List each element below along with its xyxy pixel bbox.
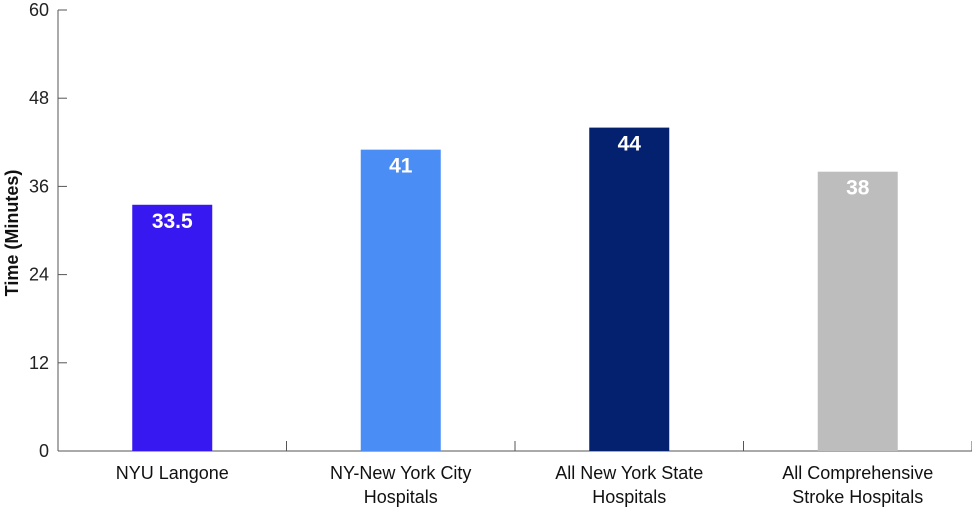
bar (589, 127, 670, 451)
x-category-label: NYU Langone (116, 463, 229, 483)
bar-value-label: 38 (846, 177, 870, 200)
y-tick-label: 0 (39, 441, 49, 461)
x-category-label: NY-New York City (330, 463, 471, 483)
y-axis-title-group: Time (Minutes) (2, 170, 22, 297)
x-category-label: Hospitals (592, 487, 666, 507)
x-category-label: Hospitals (364, 487, 438, 507)
bar (360, 149, 441, 451)
bar-value-label: 41 (389, 155, 413, 178)
y-tick-label: 36 (29, 176, 49, 196)
bar-value-label: 33.5 (152, 210, 193, 233)
x-category-label: Stroke Hospitals (792, 487, 923, 507)
y-tick-label: 60 (29, 0, 49, 20)
x-category-label: All New York State (555, 463, 703, 483)
bar (817, 171, 898, 451)
y-axis-title: Time (Minutes) (2, 170, 22, 297)
bar (132, 204, 213, 451)
bars (132, 127, 898, 451)
y-tick-label: 24 (29, 265, 49, 285)
bar-value-label: 44 (618, 133, 642, 156)
x-category-label: All Comprehensive (782, 463, 933, 483)
labels: 33.5 NYU Langone 41 NY-New York City Hospita… (116, 133, 934, 507)
y-tick-label: 48 (29, 88, 49, 108)
y-tick-label: 12 (29, 353, 49, 373)
